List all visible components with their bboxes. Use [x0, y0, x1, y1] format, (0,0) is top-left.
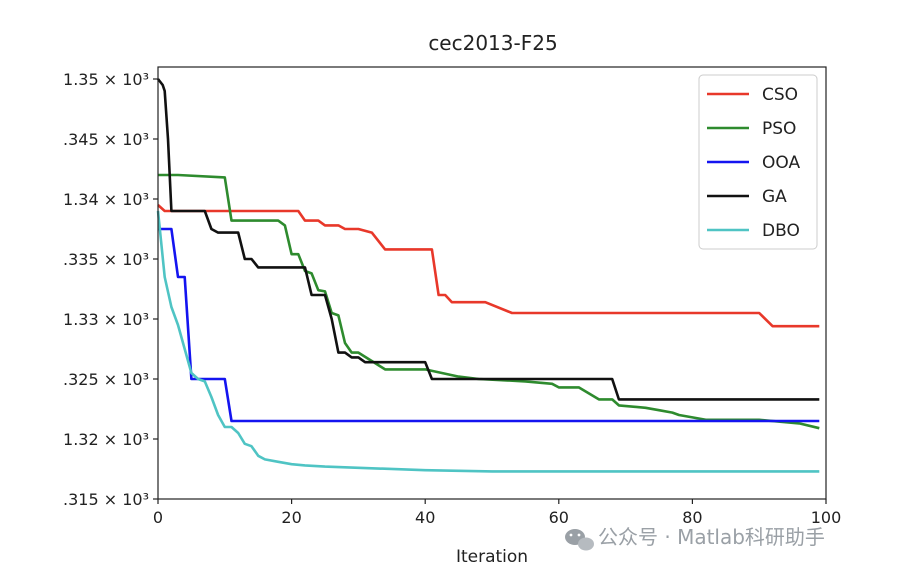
series-line-ooa [158, 227, 820, 423]
plot-frame [157, 66, 827, 500]
legend-items: CSO PSO OOA GA DBO [707, 85, 800, 241]
x-tick-label: 100 [811, 508, 842, 527]
y-tick-label: .315 × 10³ [63, 490, 149, 509]
x-tick-label: 80 [682, 508, 702, 527]
y-tick-label: .345 × 10³ [63, 130, 149, 149]
legend-label-ooa: OOA [762, 153, 800, 173]
y-tick-label: .335 × 10³ [63, 250, 149, 269]
legend: CSO PSO OOA GA DBO [698, 74, 818, 250]
x-tick-label: 40 [415, 508, 435, 527]
series-line-ga [156, 78, 820, 401]
series-line-pso [158, 173, 820, 430]
x-axis-label: Iteration [456, 547, 528, 567]
ticks-layer: 0 20 40 60 80 100 .315 × 10³ 1.32 × 10³ .325 × 1… [63, 70, 841, 527]
legend-box [698, 74, 818, 250]
y-tick-label: 1.34 × 10³ [63, 190, 149, 209]
y-tick-label: 1.32 × 10³ [63, 430, 149, 449]
x-tick-label: 60 [549, 508, 569, 527]
x-tick-label: 0 [153, 508, 163, 527]
watermark: 公众号 · Matlab科研助手 [565, 525, 825, 551]
legend-label-dbo: DBO [762, 221, 800, 241]
chart-title: cec2013-F25 [428, 31, 557, 55]
watermark-text: 公众号 · Matlab科研助手 [598, 525, 825, 549]
series-layer [156, 78, 820, 473]
x-tick-label: 20 [281, 508, 301, 527]
y-tick-label: 1.35 × 10³ [63, 70, 149, 89]
y-tick-label: .325 × 10³ [63, 370, 149, 389]
y-tick-label: 1.33 × 10³ [63, 310, 149, 329]
series-line-dbo [156, 210, 820, 473]
legend-label-ga: GA [762, 187, 787, 207]
wechat-icon [565, 529, 594, 551]
series-line-cso [157, 204, 820, 328]
legend-label-pso: PSO [762, 119, 796, 139]
legend-label-cso: CSO [762, 85, 798, 105]
